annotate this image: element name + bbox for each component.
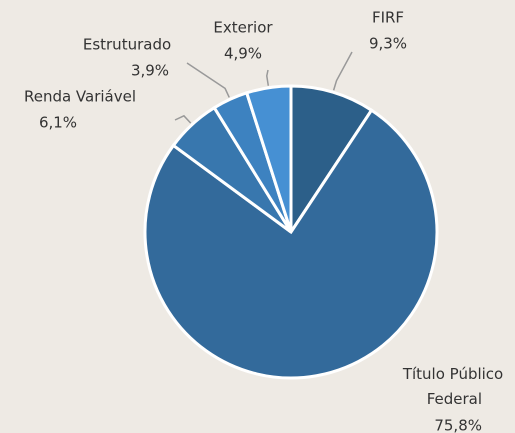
leader-line bbox=[174, 114, 192, 124]
value-label: 75,8% bbox=[434, 417, 482, 433]
pie-slice bbox=[289, 84, 374, 237]
pie-slice bbox=[244, 84, 293, 233]
leader-line bbox=[332, 51, 353, 91]
slice-label: Exterior bbox=[213, 19, 273, 37]
leader-line bbox=[266, 69, 270, 86]
slice-label: Renda Variável bbox=[24, 88, 136, 106]
value-label: 6,1% bbox=[39, 114, 77, 132]
leader-line bbox=[186, 62, 230, 98]
value-label: 9,3% bbox=[369, 35, 407, 53]
slice-label: Estruturado bbox=[83, 36, 171, 54]
slice-label: FIRF bbox=[372, 9, 404, 27]
slice-label: Título Público Federal bbox=[402, 365, 508, 408]
pie-slice bbox=[143, 108, 439, 380]
value-label: 3,9% bbox=[131, 62, 169, 80]
value-label: 4,9% bbox=[224, 45, 262, 63]
